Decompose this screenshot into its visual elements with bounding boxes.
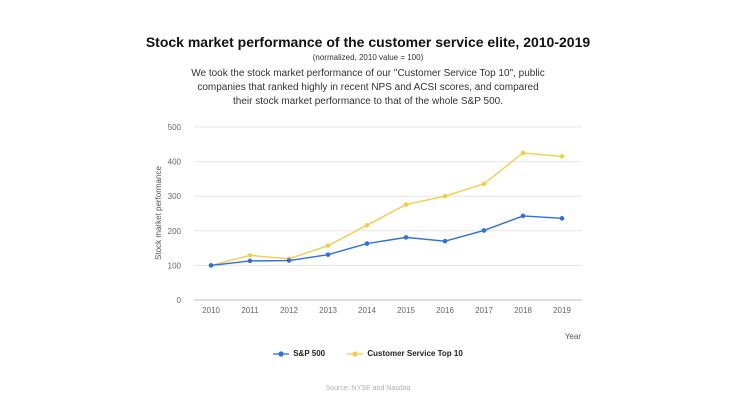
x-tick-label: 2016: [436, 306, 454, 315]
series-line-customer-service-top-10: [210, 152, 563, 267]
y-tick-label: 200: [168, 227, 182, 236]
data-point-s-p-500: [403, 235, 409, 240]
data-point-s-p-500: [481, 228, 487, 233]
data-point-s-p-500: [442, 238, 448, 244]
legend-label-sp500: S&P 500: [293, 349, 326, 358]
grid-lines: [194, 126, 582, 301]
series-line-s-p-500: [210, 215, 563, 267]
x-tick-label: 2014: [358, 306, 376, 315]
legend-marker-top10: [347, 350, 364, 357]
x-tick-label: 2013: [319, 306, 337, 315]
x-axis-title: Year: [565, 332, 582, 341]
x-tick-label: 2011: [241, 306, 259, 315]
series-group: [208, 150, 565, 268]
y-tick-label: 300: [168, 192, 182, 201]
x-tick-label: 2012: [280, 306, 298, 315]
y-tick-label: 500: [168, 123, 182, 132]
x-tick-label: 2015: [397, 306, 415, 315]
data-point-s-p-500: [286, 258, 292, 263]
data-point-customer-service-top-10: [247, 253, 253, 258]
y-tick-label: 400: [168, 158, 182, 167]
source-note: Source: NYSE and Nasdaq: [325, 385, 411, 392]
x-tick-label: 2019: [553, 306, 571, 315]
data-point-s-p-500: [247, 258, 253, 264]
x-tick-label: 2017: [475, 306, 493, 315]
y-axis-ticks: 0 100 200 300 400 500: [168, 123, 182, 305]
y-axis-title: Stock market performance: [154, 166, 163, 260]
data-point-customer-service-top-10: [559, 154, 565, 159]
x-tick-label: 2010: [202, 306, 220, 315]
data-point-s-p-500: [208, 263, 214, 268]
data-point-customer-service-top-10: [325, 243, 331, 248]
y-tick-label: 100: [168, 261, 182, 270]
data-point-s-p-500: [325, 252, 331, 257]
data-point-s-p-500: [559, 216, 565, 221]
data-point-s-p-500: [364, 241, 370, 246]
data-point-customer-service-top-10: [442, 193, 448, 199]
data-point-customer-service-top-10: [364, 222, 370, 228]
legend: S&P 500 Customer Service Top 10: [0, 349, 736, 360]
data-point-customer-service-top-10: [520, 150, 526, 156]
legend-item-sp500: S&P 500: [273, 349, 325, 358]
x-tick-label: 2018: [514, 306, 532, 315]
chart-subtitle: (normalized, 2010 value = 100): [312, 53, 424, 62]
y-tick-label: 0: [177, 296, 182, 305]
chart-description: We took the stock market performance of …: [191, 68, 545, 107]
x-axis-ticks: 2010 2011 2012 2013 2014 2015 2016 2017 2018 2019: [202, 306, 571, 315]
legend-marker-sp500: [273, 350, 290, 357]
chart-title: Stock market performance of the customer…: [145, 34, 591, 50]
data-point-customer-service-top-10: [403, 202, 409, 207]
legend-item-top10: Customer Service Top 10: [347, 349, 463, 358]
data-point-s-p-500: [520, 213, 526, 219]
legend-label-top10: Customer Service Top 10: [367, 349, 463, 358]
data-point-customer-service-top-10: [481, 181, 487, 187]
